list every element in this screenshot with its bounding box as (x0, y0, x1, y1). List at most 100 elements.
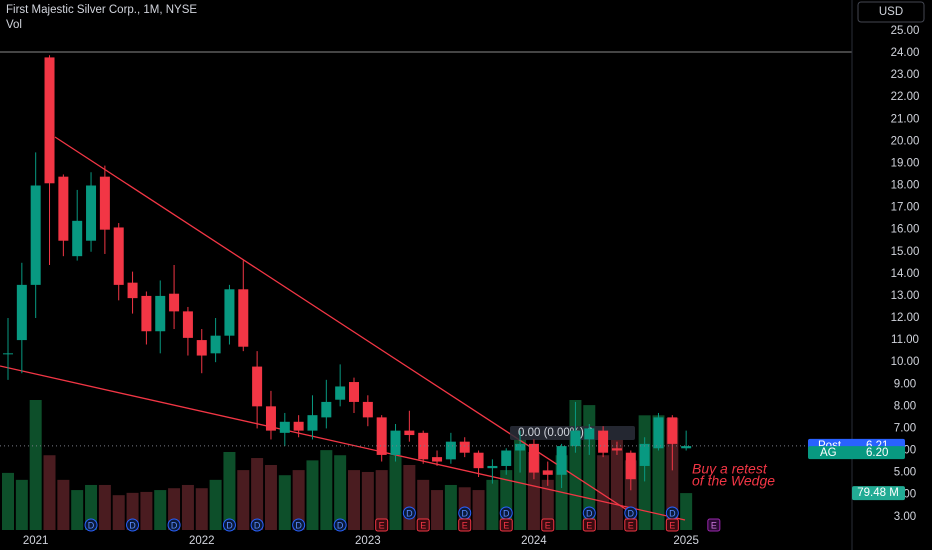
event-label: E (669, 520, 675, 530)
volume-bar (237, 470, 250, 530)
volume-bar (320, 450, 333, 530)
dividend-marker (292, 518, 306, 532)
wedge-lower-line (0, 365, 686, 521)
candle-body (390, 430, 401, 455)
candle-body (279, 421, 290, 433)
y-tick-label: 14.00 (891, 268, 920, 280)
volume-bar (71, 490, 84, 530)
y-tick-label: 17.00 (891, 202, 920, 214)
event-label: D (461, 508, 468, 518)
annotation-line: Buy a retest (692, 461, 768, 477)
candle-body (528, 443, 539, 473)
dividend-marker (333, 518, 347, 532)
candle-body (362, 401, 373, 418)
y-tick-label: 23.00 (891, 69, 920, 81)
candle-body (16, 284, 27, 341)
volume-bar (112, 495, 125, 530)
candle-body (265, 406, 276, 431)
event-label: D (669, 508, 676, 518)
event-label: E (420, 520, 426, 530)
event-label: E (379, 520, 385, 530)
dividend-marker (250, 518, 264, 532)
y-tick-label: 15.00 (891, 246, 920, 258)
candle-body (30, 185, 41, 285)
event-label: D (628, 508, 635, 518)
earnings-marker (665, 518, 679, 532)
earnings-marker (499, 518, 513, 532)
volume-bar (2, 472, 14, 530)
volume-bar (85, 484, 98, 530)
volume-bar (43, 455, 56, 530)
last-price-value: 6.20 (866, 447, 888, 459)
y-tick-label: 10.00 (891, 356, 920, 368)
candle-body (501, 450, 512, 466)
candle-body (639, 443, 650, 466)
volume-bar (278, 475, 291, 530)
event-label: E (628, 520, 634, 530)
volume-bar (15, 479, 28, 530)
earnings-marker (541, 518, 555, 532)
currency[interactable]: USD (879, 6, 903, 18)
y-tick-label: 21.00 (891, 113, 920, 125)
volume-bar (361, 471, 374, 530)
volume-bar (181, 484, 194, 530)
candle-body (459, 441, 470, 453)
chart-title: First Majestic Silver Corp., 1M, NYSE (6, 4, 197, 16)
volume-bar (57, 479, 70, 530)
volume-bar (444, 484, 457, 530)
candle-body (404, 430, 415, 436)
volume-bar (666, 418, 679, 530)
candle-body (72, 220, 83, 257)
volume-label: 79.48 M (857, 487, 899, 499)
volume-title: Vol (6, 19, 22, 31)
last-price-name: AG (820, 447, 837, 459)
candle-body (113, 227, 124, 285)
candle-body (196, 340, 207, 356)
y-tick-label: 5.00 (894, 467, 916, 479)
candle-body (611, 448, 622, 451)
candle-body (99, 176, 110, 230)
annotation-line: of the Wedge (692, 473, 775, 489)
y-tick-label: 13.00 (891, 290, 920, 302)
volume-bar (541, 479, 554, 530)
volume-bar (98, 484, 111, 530)
y-tick-label: 20.00 (891, 135, 920, 147)
event-label: D (129, 520, 136, 530)
dividend-marker (84, 518, 98, 532)
candle-body (542, 470, 553, 475)
earnings-marker (582, 518, 596, 532)
earnings-marker (624, 518, 638, 532)
event-label: D (226, 520, 233, 530)
candle-body (584, 428, 595, 440)
y-tick-label: 8.00 (894, 400, 916, 412)
volume-bar (264, 465, 277, 530)
x-tick-label: 2022 (189, 535, 215, 547)
candle-body (155, 295, 166, 332)
y-tick-label: 3.00 (894, 511, 916, 523)
candle-body (432, 457, 443, 462)
y-tick-label: 24.00 (891, 47, 920, 59)
event-label: E (545, 520, 551, 530)
currency-box[interactable] (857, 1, 925, 23)
event-label: D (254, 520, 261, 530)
candle-body (210, 335, 221, 354)
y-tick-label: 19.00 (891, 157, 920, 169)
earnings-marker (458, 518, 472, 532)
y-tick-label: 25.00 (891, 25, 920, 37)
dividend-marker (402, 506, 416, 520)
volume-bar (514, 439, 527, 530)
event-label: D (88, 520, 95, 530)
y-tick-label: 9.00 (894, 378, 916, 390)
y-tick-label: 22.00 (891, 91, 920, 103)
volume-bar (389, 455, 402, 530)
candle-body (667, 417, 678, 444)
dividend-marker (126, 518, 140, 532)
dividend-marker (167, 518, 181, 532)
x-tick-label: 2024 (521, 535, 547, 547)
volume-bar (223, 452, 236, 530)
y-tick-label: 7.00 (894, 422, 916, 434)
volume-bar (29, 400, 42, 530)
volume-bar (251, 458, 264, 530)
volume-bar (292, 470, 305, 530)
